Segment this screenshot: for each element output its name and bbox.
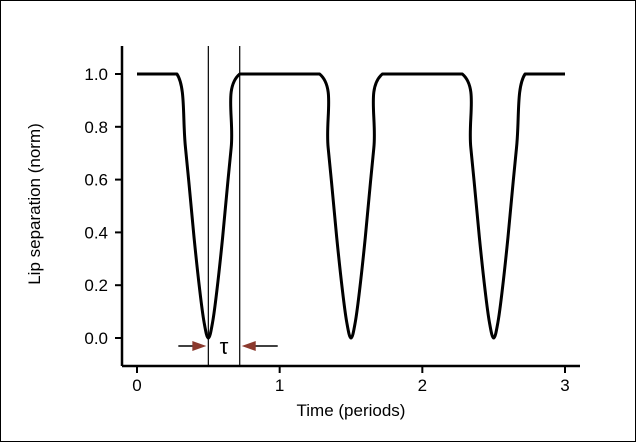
- tau-label: τ: [220, 334, 229, 359]
- y-tick-label: 1.0: [84, 65, 108, 84]
- x-tick-label: 0: [132, 376, 141, 395]
- y-tick-label: 0.4: [84, 223, 108, 242]
- y-tick-label: 0.2: [84, 276, 108, 295]
- x-tick-label: 2: [418, 376, 427, 395]
- series-line: [137, 72, 565, 340]
- tau-marker-lines: [207, 46, 241, 366]
- axes: [120, 46, 580, 368]
- y-ticks: 0.0 0.2 0.4 0.6 0.8 1.0: [84, 65, 122, 348]
- tau-arrow-left-head: [192, 341, 207, 351]
- tau-arrow-right-head: [241, 341, 256, 351]
- y-tick-label: 0.0: [84, 329, 108, 348]
- x-tick-label: 1: [275, 376, 284, 395]
- x-ticks: 0 1 2 3: [132, 366, 570, 395]
- y-tick-label: 0.8: [84, 118, 108, 137]
- series-group: [137, 72, 565, 340]
- y-tick-label: 0.6: [84, 171, 108, 190]
- tau-arrows: [178, 341, 278, 351]
- y-axis-label: Lip separation (norm): [25, 123, 44, 285]
- x-axis-label: Time (periods): [297, 401, 406, 420]
- x-tick-label: 3: [560, 376, 569, 395]
